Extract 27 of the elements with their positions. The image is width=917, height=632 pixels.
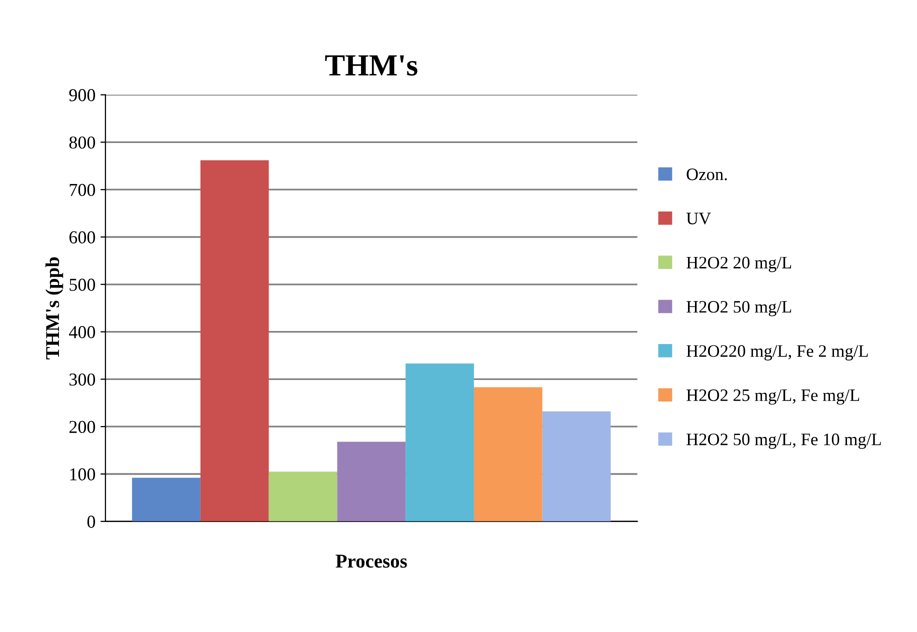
- legend-label: H2O2 50 mg/L: [686, 300, 792, 316]
- y-tick-label: 200: [69, 420, 96, 434]
- y-axis-title: THM's (ppb: [45, 257, 64, 360]
- bar: [337, 442, 406, 522]
- legend-label: H2O2 20 mg/L: [686, 256, 792, 272]
- bar: [132, 478, 200, 522]
- y-tick-label: 0: [87, 516, 96, 528]
- legend-label: H2O220 mg/L, Fe 2 mg/L: [686, 345, 868, 360]
- bar: [474, 387, 542, 522]
- y-tick-label: 900: [69, 89, 96, 102]
- y-tick-label: 400: [69, 326, 96, 338]
- x-axis-title: Procesos: [336, 554, 407, 568]
- y-tick-label: 700: [70, 184, 96, 196]
- bar: [200, 160, 269, 522]
- legend-label: UV: [686, 212, 711, 224]
- y-tick-label: 100: [70, 468, 96, 480]
- y-tick-label: 500: [70, 278, 96, 291]
- y-tick-label: 300: [70, 373, 96, 386]
- legend-label: H2O2 50 mg/L, Fe 10 mg/L: [686, 434, 881, 449]
- legend-label: Ozon.: [686, 168, 727, 180]
- bar: [268, 472, 338, 522]
- y-tick-label: 600: [69, 231, 96, 244]
- legend-label: H2O2 25 mg/L, Fe mg/L: [686, 389, 860, 405]
- bar: [542, 411, 611, 522]
- bar: [406, 364, 474, 522]
- y-tick-label: 800: [69, 136, 96, 149]
- chart-title: THM's: [325, 55, 418, 76]
